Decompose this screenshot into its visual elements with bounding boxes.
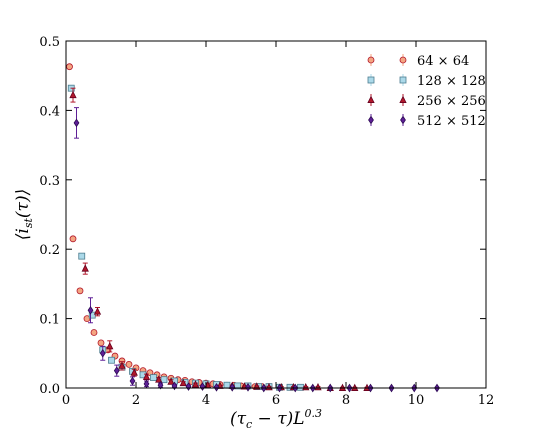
legend: 64 × 64 128 × 128 256 × 256 512 × 512: [367, 54, 486, 129]
legend-item: 64 × 64: [367, 54, 469, 69]
series-0: [66, 63, 273, 391]
x-tick-label: 2: [132, 393, 140, 408]
legend-marker: [368, 115, 374, 125]
data-point: [157, 380, 164, 390]
x-tick-label: 8: [342, 393, 350, 408]
data-point: [160, 376, 168, 384]
data-point: [88, 311, 96, 319]
legend-label: 256 × 256: [417, 94, 486, 109]
x-tick-label: 6: [272, 393, 280, 408]
data-marks: [66, 63, 440, 393]
data-point: [245, 382, 251, 392]
legend-marker: [399, 56, 407, 64]
data-point: [142, 372, 151, 380]
data-point: [69, 235, 77, 243]
x-tick-label: 4: [202, 393, 210, 408]
x-tick-label: 12: [478, 393, 495, 408]
data-point: [81, 264, 89, 272]
y-axis-label: ⟨ist(τ)⟩: [13, 189, 35, 240]
data-point: [93, 307, 102, 315]
legend-marker: [399, 95, 407, 103]
data-point: [97, 339, 105, 347]
data-point: [150, 374, 157, 381]
data-point: [229, 382, 236, 392]
legend-marker: [367, 56, 375, 64]
legend-label: 128 × 128: [417, 74, 486, 89]
y-tick-label: 0.1: [39, 313, 60, 328]
series-3: [73, 107, 440, 393]
data-point: [66, 63, 73, 71]
data-point: [191, 380, 200, 388]
data-point: [125, 361, 133, 368]
data-point: [108, 356, 115, 364]
y-tick-label: 0.4: [39, 104, 60, 119]
data-point: [130, 368, 138, 376]
data-point: [76, 287, 84, 295]
data-point: [234, 382, 241, 390]
data-point: [73, 118, 80, 128]
x-tick-label: 0: [62, 393, 70, 408]
data-point: [99, 348, 106, 358]
legend-marker: [367, 95, 375, 103]
series-2: [69, 87, 371, 391]
data-point: [90, 329, 98, 336]
legend-marker: [400, 115, 406, 125]
x-tick-label: 10: [408, 393, 425, 408]
data-point: [78, 252, 86, 260]
data-point: [155, 375, 163, 383]
y-tick-label: 0.0: [39, 382, 60, 397]
legend-marker: [399, 76, 407, 84]
legend-item: 256 × 256: [367, 94, 486, 109]
legend-marker: [367, 76, 375, 84]
legend-item: 128 × 128: [367, 74, 486, 89]
data-point: [213, 382, 220, 392]
data-point: [106, 342, 114, 350]
legend-item: 512 × 512: [368, 114, 486, 129]
legend-label: 64 × 64: [417, 54, 469, 69]
x-axis-label: (τc − τ)L0.3: [230, 407, 322, 431]
data-point: [118, 361, 126, 369]
data-point: [69, 90, 77, 99]
y-tick-label: 0.3: [39, 174, 60, 189]
data-point: [167, 377, 175, 385]
data-point: [179, 378, 187, 387]
data-point: [171, 381, 178, 391]
data-point: [143, 379, 150, 389]
y-tick-label: 0.2: [39, 243, 60, 258]
data-point: [129, 376, 136, 386]
data-point: [87, 305, 94, 315]
axis-ticks: 0 2 4 6 8 10 12 0.0 0.1 0.2 0.3 0.4 0.5: [39, 35, 494, 408]
y-tick-label: 0.5: [39, 35, 60, 50]
legend-label: 512 × 512: [417, 114, 486, 129]
data-point: [113, 366, 120, 375]
data-point: [223, 381, 231, 389]
